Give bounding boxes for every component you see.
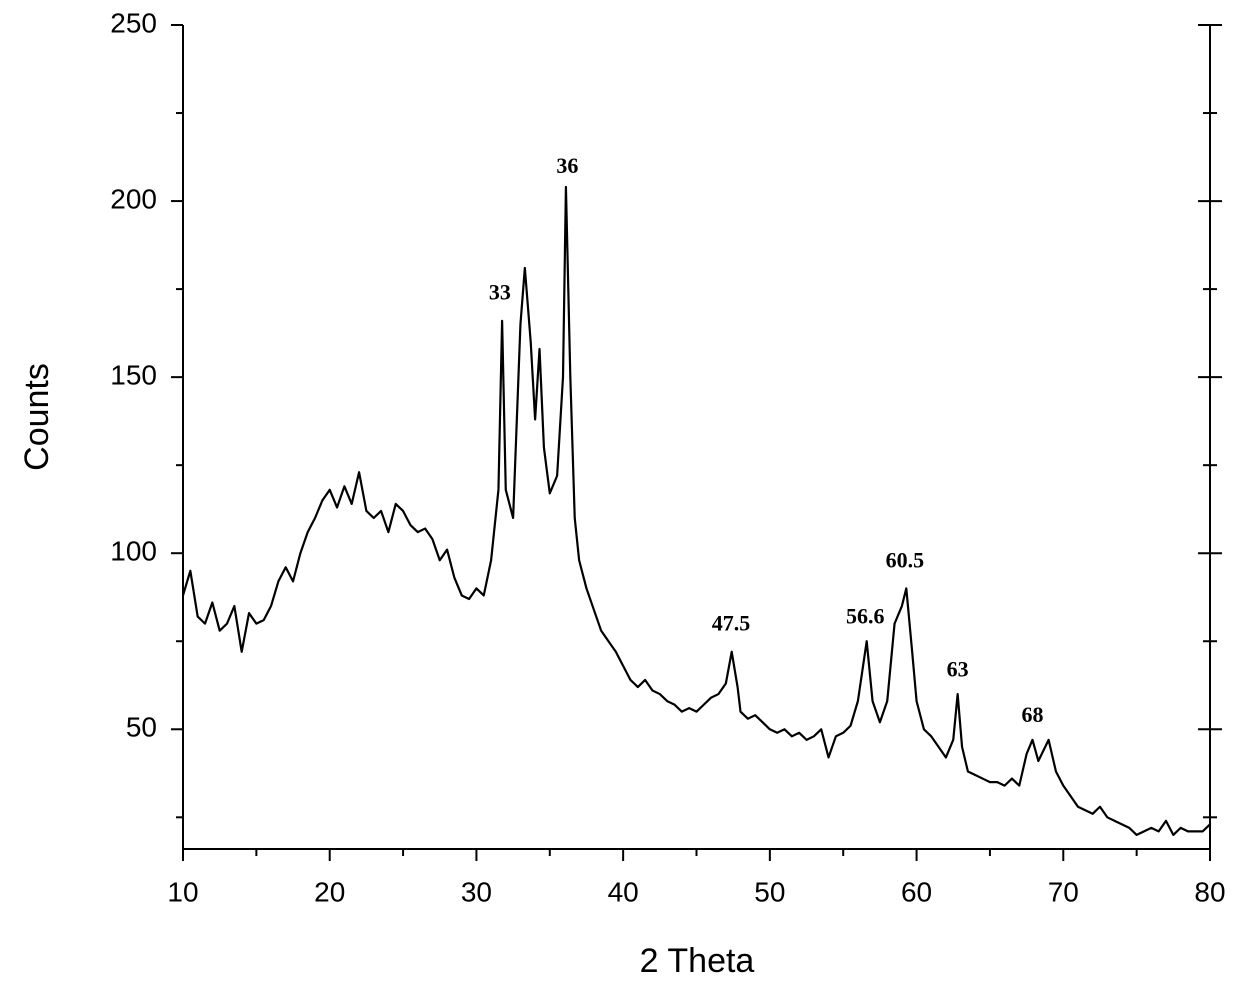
peak-label: 68: [1021, 702, 1043, 727]
x-tick-label: 50: [754, 876, 785, 907]
y-tick-label: 100: [110, 536, 157, 567]
data-line: [181, 185, 1211, 837]
y-axis-label: Counts: [18, 363, 56, 471]
y-tick-label: 50: [126, 712, 157, 743]
x-tick-label: 10: [167, 876, 198, 907]
x-tick-label: 60: [901, 876, 932, 907]
peak-label: 56.6: [846, 604, 885, 629]
x-tick-label: 70: [1048, 876, 1079, 907]
y-tick-label: 150: [110, 360, 157, 391]
peak-label: 63: [947, 656, 969, 681]
peak-label: 47.5: [712, 611, 751, 636]
peak-label: 33: [489, 280, 511, 305]
x-tick-label: 30: [461, 876, 492, 907]
y-tick-label: 250: [110, 7, 157, 38]
x-tick-label: 40: [608, 876, 639, 907]
x-tick-label: 80: [1194, 876, 1225, 907]
x-tick-label: 20: [314, 876, 345, 907]
peak-label: 36: [556, 153, 578, 178]
x-axis-label: 2 Theta: [640, 942, 755, 980]
peak-label: 60.5: [886, 547, 925, 572]
y-tick-label: 200: [110, 183, 157, 214]
